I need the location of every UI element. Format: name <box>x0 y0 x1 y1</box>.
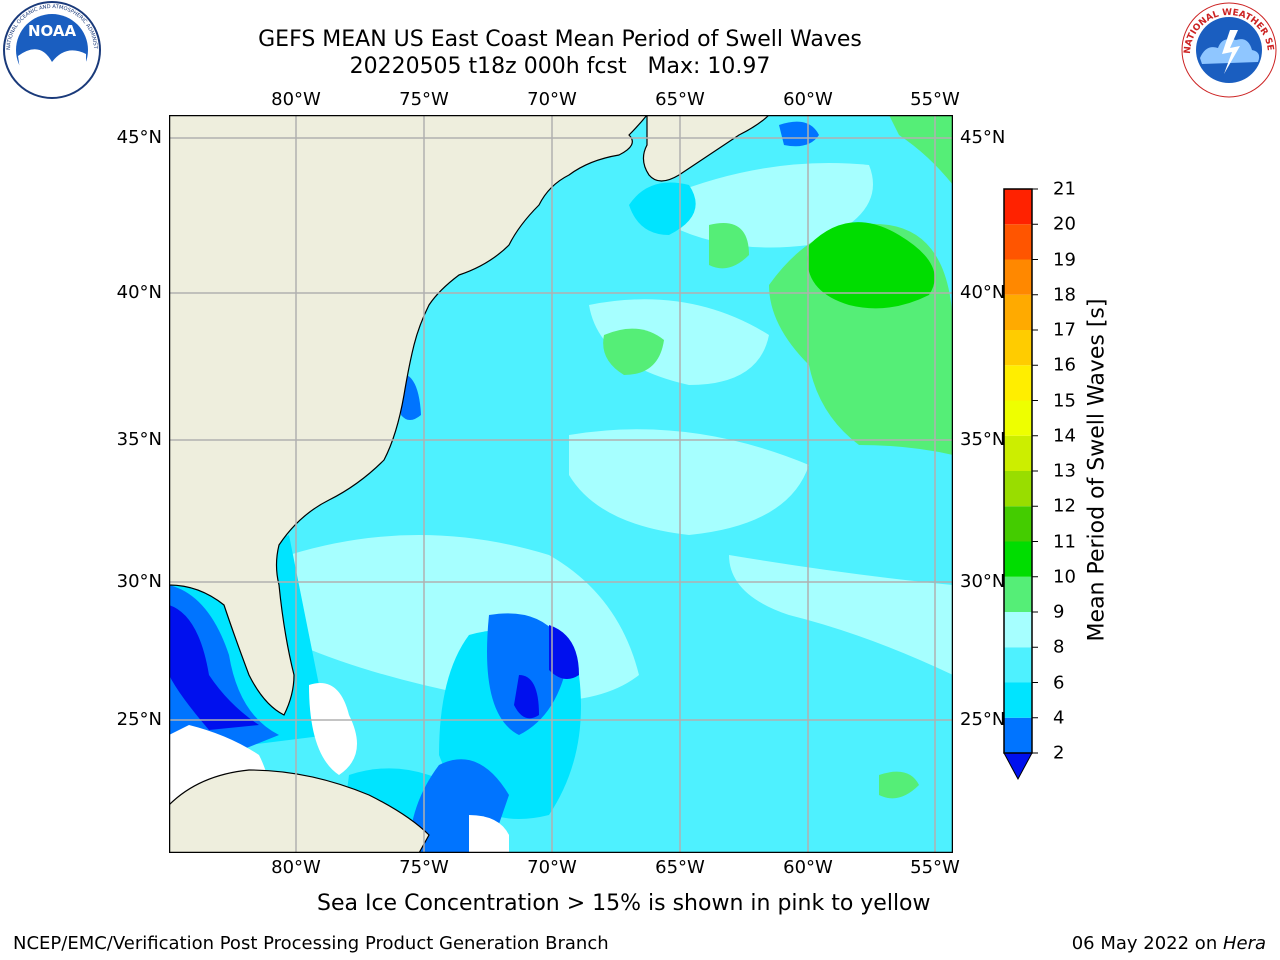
colorbar-tick-label: 9 <box>1053 601 1065 623</box>
colorbar-bin <box>1004 506 1032 542</box>
lat-label-left: 45°N <box>116 127 162 148</box>
missing-data-region <box>469 815 509 853</box>
colorbar-tick-label: 2 <box>1053 742 1065 764</box>
lat-label-left: 25°N <box>116 709 162 730</box>
colorbar-bin <box>1004 330 1032 366</box>
lat-label-right: 40°N <box>960 282 1006 303</box>
lon-label-bottom: 70°W <box>527 857 577 878</box>
lat-label-right: 35°N <box>960 429 1006 450</box>
lon-label-top: 60°W <box>783 89 833 110</box>
colorbar-under-extension <box>1003 752 1033 781</box>
field-region-deep-blue <box>169 605 259 730</box>
swell-period-map <box>169 115 953 853</box>
colorbar-tick-label: 6 <box>1053 672 1065 693</box>
lat-label-left: 35°N <box>116 429 162 450</box>
colorbar-bin <box>1004 612 1032 648</box>
colorbar-tick-label: 13 <box>1053 460 1076 482</box>
map-border <box>169 115 953 853</box>
lon-label-top: 80°W <box>271 89 321 110</box>
colorbar-label: Mean Period of Swell Waves [s] <box>1084 298 1110 642</box>
lat-label-right: 30°N <box>960 571 1006 592</box>
map-title: GEFS MEAN US East Coast Mean Period of S… <box>258 27 862 52</box>
lon-label-top: 70°W <box>527 89 577 110</box>
colorbar-tick-label: 12 <box>1053 495 1076 517</box>
colorbar-tick-label: 10 <box>1053 566 1076 588</box>
field-region-green <box>603 328 664 375</box>
lon-label-top: 55°W <box>910 89 960 110</box>
colorbar-bin <box>1004 365 1032 401</box>
sea-ice-footnote: Sea Ice Concentration > 15% is shown in … <box>317 891 931 916</box>
lat-label-right: 45°N <box>960 127 1006 148</box>
colorbar-tick-label: 4 <box>1053 707 1065 729</box>
colorbar-tick-label: 18 <box>1053 284 1076 306</box>
colorbar-tick-label: 15 <box>1053 390 1076 411</box>
colorbar-bin <box>1004 435 1032 471</box>
field-region-cyan <box>629 182 696 235</box>
colorbar-bin <box>1004 400 1032 436</box>
colorbar-tick-label: 17 <box>1053 319 1076 341</box>
field-region-light <box>729 555 953 675</box>
land-us-east <box>169 115 648 716</box>
field-region-blue <box>779 121 819 147</box>
colorbar-tick-label: 11 <box>1053 531 1076 552</box>
field-region-green <box>879 771 919 799</box>
credit-date: 06 May 2022 on Hera <box>1072 933 1266 954</box>
noaa-logo: NOAA NATIONAL OCEANIC AND ATMOSPHERIC AD… <box>0 0 104 100</box>
lon-label-bottom: 80°W <box>271 857 321 878</box>
field-region-green <box>709 223 749 269</box>
missing-data-region <box>309 683 357 775</box>
map-subtitle: 20220505 t18z 000h fcst Max: 10.97 <box>349 54 771 79</box>
colorbar <box>1000 185 1080 785</box>
credit-host: Hera <box>1222 933 1266 954</box>
field-region-light <box>569 429 809 535</box>
lon-label-bottom: 75°W <box>399 857 449 878</box>
nws-logo: NATIONAL WEATHER SERVICE <box>1175 0 1280 100</box>
colorbar-tick-label: 20 <box>1053 213 1076 235</box>
colorbar-bin <box>1004 541 1032 577</box>
land-nova-scotia <box>642 115 770 182</box>
colorbar-bin <box>1004 259 1032 295</box>
field-region-blue <box>487 613 569 735</box>
field-region-deep-blue <box>514 675 539 719</box>
colorbar-bin <box>1004 682 1032 718</box>
colorbar-tick-label: 8 <box>1053 636 1065 658</box>
land-cuba <box>169 769 430 853</box>
graticule <box>169 115 953 853</box>
lon-label-top: 65°W <box>655 89 705 110</box>
colorbar-bin <box>1004 224 1032 260</box>
lat-label-left: 30°N <box>116 571 162 592</box>
lon-label-bottom: 60°W <box>783 857 833 878</box>
colorbar-bin <box>1004 471 1032 507</box>
colorbar-tick-label: 14 <box>1053 425 1076 447</box>
lat-label-right: 25°N <box>960 709 1006 730</box>
lat-label-left: 40°N <box>116 282 162 303</box>
lon-label-top: 75°W <box>399 89 449 110</box>
colorbar-bin <box>1004 576 1032 612</box>
colorbar-bin <box>1004 647 1032 683</box>
colorbar-tick-label: 21 <box>1053 178 1076 200</box>
credit-branch: NCEP/EMC/Verification Post Processing Pr… <box>13 933 609 954</box>
credit-date-text: 06 May 2022 on <box>1071 933 1223 954</box>
colorbar-bin <box>1004 189 1032 225</box>
colorbar-bin <box>1004 717 1032 753</box>
field-region-deep-blue <box>549 625 579 679</box>
colorbar-tick-label: 16 <box>1053 354 1076 376</box>
noaa-logo-text: NOAA <box>28 22 77 40</box>
lon-label-bottom: 65°W <box>655 857 705 878</box>
field-region-max <box>807 222 935 309</box>
colorbar-bin <box>1004 294 1032 330</box>
field-region-green <box>889 115 953 185</box>
lon-label-bottom: 55°W <box>910 857 960 878</box>
colorbar-tick-label: 19 <box>1053 249 1076 270</box>
